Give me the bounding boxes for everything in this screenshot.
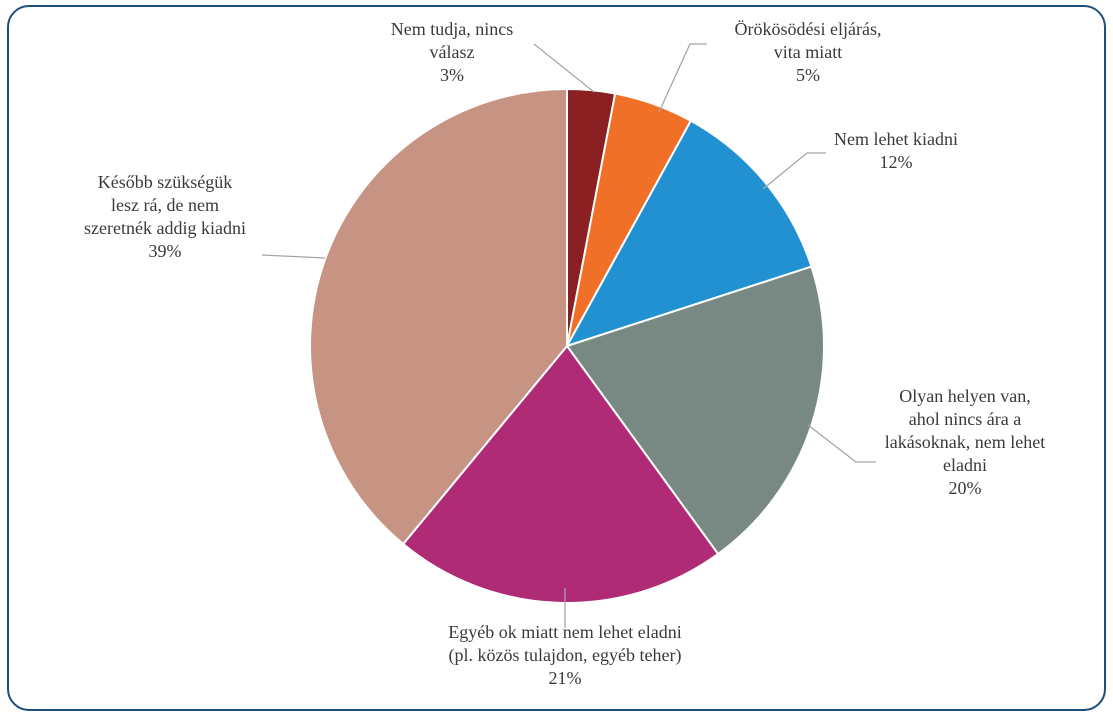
- slice-label-line: szeretnék addig kiadni: [84, 218, 246, 238]
- slice-label-line: eladni: [943, 455, 987, 475]
- slice-percent: 39%: [149, 241, 182, 261]
- slice-label: Olyan helyen van, ahol nincs ára a lakások…: [885, 386, 1045, 498]
- slice-label-line: Később szükségük: [98, 172, 232, 192]
- slice-label-line: vita miatt: [774, 42, 842, 62]
- pie-slice: [309, 87, 568, 546]
- slice-label-line: Olyan helyen van,: [899, 386, 1030, 406]
- slice-label: Később szükségük lesz rá, de nem szeretnék…: [84, 172, 246, 261]
- leader-line: [658, 43, 707, 113]
- slice-label-line: (pl. közös tulajdon, egyéb teher): [449, 645, 682, 666]
- slice-percent: 21%: [549, 668, 582, 688]
- slice-percent: 12%: [880, 152, 913, 172]
- pie-slice: [564, 119, 813, 348]
- pie-slice: [565, 265, 825, 556]
- leader-line: [261, 254, 326, 259]
- slice-label-line: Örökösödési eljárás,: [735, 19, 882, 39]
- slice-label-line: Nem tudja, nincs: [391, 19, 513, 39]
- slice-label-line: ahol nincs ára a: [909, 409, 1021, 429]
- slice-label-line: válasz: [430, 42, 475, 62]
- slice-percent: 3%: [440, 65, 464, 85]
- slice-label: Nem lehet kiadni 12%: [834, 129, 958, 172]
- slice-percent: 20%: [949, 478, 982, 498]
- slice-label: Örökösödési eljárás, vita miatt 5%: [735, 19, 882, 85]
- slice-label: Egyéb ok miatt nem lehet eladni (pl. közö…: [448, 622, 681, 688]
- pie-slice: [401, 344, 720, 604]
- leader-line: [762, 152, 826, 190]
- slice-label-line: Nem lehet kiadni: [834, 129, 958, 149]
- leader-line: [807, 424, 876, 463]
- slice-label-line: lesz rá, de nem: [111, 195, 219, 215]
- leader-line: [533, 43, 595, 93]
- slice-percent: 5%: [796, 65, 820, 85]
- slice-label-line: Egyéb ok miatt nem lehet eladni: [448, 622, 681, 642]
- slice-label-line: lakásoknak, nem lehet: [885, 432, 1045, 452]
- slice-label: Nem tudja, nincs válasz 3%: [391, 19, 513, 85]
